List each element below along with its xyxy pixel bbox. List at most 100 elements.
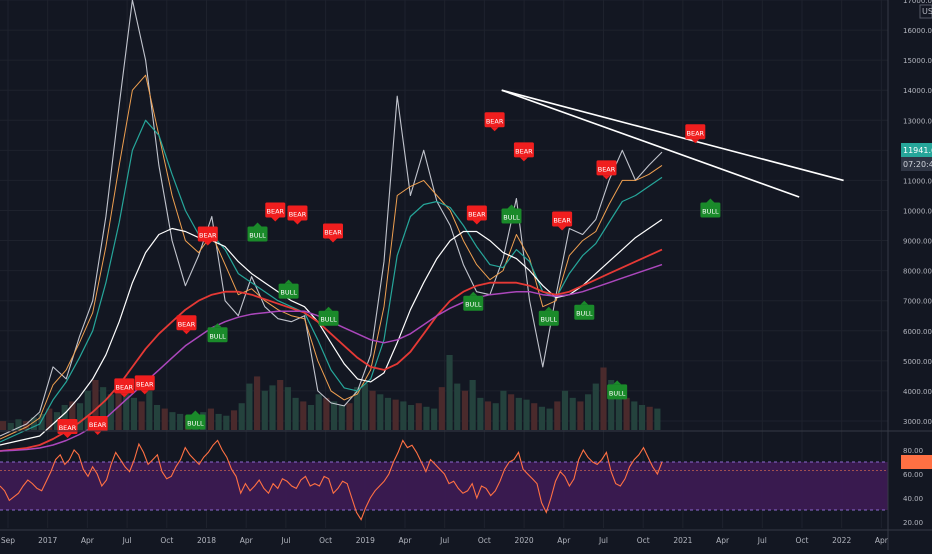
signal-pointer: [602, 175, 611, 180]
bull-signal: BULL: [185, 410, 206, 430]
volume-bar: [623, 397, 630, 430]
bull-signal: BULL: [501, 204, 522, 224]
rsi-tick-label: 80.00: [903, 447, 923, 455]
signal-label: BULL: [541, 316, 558, 324]
rsi-panel: [0, 439, 888, 521]
y-tick-label: 15000.00: [903, 57, 932, 65]
volume-bar: [523, 399, 530, 430]
x-tick-label: Jul: [280, 536, 290, 545]
volume-bar: [307, 405, 315, 430]
bull-signal: BULL: [607, 380, 628, 400]
signal-box: [538, 310, 559, 326]
y-tick-label: 9000.00: [903, 238, 932, 246]
signal-label: BULL: [280, 289, 297, 297]
volume-bar: [246, 383, 253, 430]
y-tick-label: 5000.00: [903, 358, 932, 366]
rsi-band: [0, 462, 888, 510]
signal-label: BEAR: [289, 210, 307, 218]
volume-bar: [123, 385, 130, 430]
bear-signal: BEAR: [265, 202, 286, 222]
volume-bar: [431, 408, 438, 430]
volume-bar: [377, 394, 384, 430]
x-tick-label: Apr: [399, 536, 413, 545]
signal-label: BEAR: [59, 424, 77, 432]
volume-bar: [338, 405, 345, 430]
volume-bar: [492, 403, 499, 430]
volume-bar: [100, 387, 107, 430]
bull-signal: BULL: [207, 323, 228, 343]
price-axis-labels: USD 11941.60 07:20:40: [901, 4, 932, 171]
y-tick-label: 4000.00: [903, 388, 932, 396]
signal-pointer: [120, 393, 129, 398]
volume-bar: [7, 422, 14, 430]
signal-pointer: [140, 390, 149, 395]
volume-bar: [300, 401, 307, 430]
x-tick-label: Oct: [319, 536, 332, 545]
volume-bar: [23, 421, 30, 430]
series-line: [0, 248, 663, 452]
signal-box: [247, 226, 268, 242]
volume-bar: [354, 387, 361, 430]
x-tick-label: Oct: [160, 536, 173, 545]
x-tick-label: 2021: [673, 536, 692, 545]
rsi-tick-label: 60.00: [903, 471, 923, 479]
signal-label: BEAR: [324, 229, 342, 237]
volume-bar: [646, 406, 653, 430]
bear-signal: BEAR: [513, 142, 534, 162]
bear-signal: BEAR: [57, 418, 78, 438]
signal-box: [552, 211, 573, 227]
volume-bar: [554, 401, 561, 430]
x-tick-label: 2018: [197, 536, 216, 545]
volume-bar: [600, 367, 607, 430]
volume-bar: [484, 401, 492, 430]
currency-box: [919, 4, 932, 19]
signal-label: BEAR: [486, 117, 504, 125]
signal-pointer: [203, 241, 212, 246]
volume-bar: [161, 408, 168, 430]
bear-signal: BEAR: [596, 160, 617, 180]
signal-box: [197, 226, 218, 242]
bull-signal: BULL: [463, 291, 484, 311]
bull-signal: BULL: [318, 306, 339, 326]
volume-bar: [585, 394, 592, 430]
bear-signal: BEAR: [552, 211, 573, 231]
signal-label: BULL: [465, 301, 482, 309]
volume-bar: [415, 403, 422, 430]
volume-bar: [138, 401, 145, 430]
volume-bar: [315, 394, 322, 430]
x-tick-label: Apr: [557, 536, 571, 545]
signal-label: BULL: [320, 316, 337, 324]
bear-signal: BEAR: [466, 205, 487, 225]
bull-signal: BULL: [700, 198, 721, 218]
signal-box: [278, 283, 299, 299]
x-tick-label: Sep: [1, 536, 15, 545]
volume-bar: [269, 385, 276, 430]
price-tag: [901, 143, 932, 157]
volume-bar: [654, 408, 661, 430]
volume-bar: [238, 403, 245, 430]
volume-bars: [0, 355, 661, 430]
signal-pointer: [253, 222, 262, 227]
signal-pointer: [324, 306, 333, 311]
volume-bar: [92, 380, 99, 430]
signal-pointer: [329, 238, 337, 243]
signal-box: [87, 415, 108, 431]
volume-bar: [323, 397, 330, 430]
volume-bar: [169, 412, 176, 430]
volume-bar: [69, 401, 76, 430]
volume-bar: [84, 390, 91, 430]
volume-bar: [407, 405, 415, 430]
volume-bar: [592, 383, 599, 430]
signal-box: [607, 384, 628, 400]
signal-box: [574, 304, 595, 320]
signal-box: [323, 223, 343, 239]
rsi-tick-label: 40.00: [903, 495, 923, 503]
signal-label: BEAR: [116, 383, 134, 391]
volume-bar: [146, 390, 153, 430]
signal-pointer: [63, 433, 72, 438]
signal-pointer: [182, 330, 191, 335]
volume-bar: [361, 383, 368, 430]
time-axis: Sep 2017 Apr Jul Oct 2018 Apr Jul Oct 2019 Apr Jul O…: [1, 536, 889, 545]
